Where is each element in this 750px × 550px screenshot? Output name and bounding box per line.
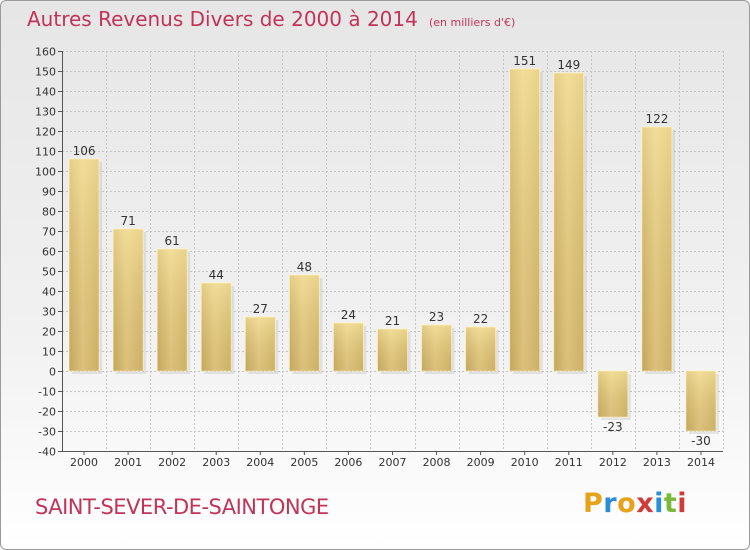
bar-shade — [465, 327, 496, 371]
y-tick-label: 100 — [35, 166, 56, 179]
y-tick-label: 20 — [42, 326, 56, 339]
x-tick-label: 2014 — [687, 456, 715, 469]
bar-shade — [157, 249, 188, 371]
y-tick-label: 90 — [42, 186, 56, 199]
y-tick-label: 10 — [42, 346, 56, 359]
y-tick-label: 140 — [35, 86, 56, 99]
y-tick-label: 130 — [35, 106, 56, 119]
y-tick-label: 30 — [42, 306, 56, 319]
commune-name: SAINT-SEVER-DE-SAINTONGE — [35, 495, 329, 519]
chart-title: Autres Revenus Divers de 2000 à 2014 (en… — [27, 7, 515, 31]
x-tick-label: 2012 — [599, 456, 627, 469]
logo-letter: i — [677, 488, 688, 519]
x-tick-label: 2011 — [555, 456, 583, 469]
x-tick-label: 2001 — [114, 456, 142, 469]
x-tick-label: 2008 — [423, 456, 451, 469]
x-tick-label: 2009 — [467, 456, 495, 469]
axes: -40 -30 -20 -10 0 10 20 30 40 50 60 70 80 90 100 110 120… — [35, 46, 723, 469]
data-label: 22 — [473, 312, 488, 326]
data-label: 61 — [165, 234, 180, 248]
y-tick-label: 0 — [49, 366, 56, 379]
data-label: 151 — [513, 54, 536, 68]
bars: 106 71 61 44 27 48 24 21 23 22 151 149 -23 122 -30 — [68, 54, 719, 448]
y-tick-label: 40 — [42, 286, 56, 299]
data-label: 21 — [385, 314, 400, 328]
chart-title-main: Autres Revenus Divers de 2000 à 2014 — [27, 7, 418, 31]
data-label: 23 — [429, 310, 444, 324]
proxiti-logo: Proxiti — [583, 488, 687, 519]
data-label: 27 — [253, 302, 268, 316]
bar-shade — [113, 229, 144, 371]
x-tick-label: 2010 — [511, 456, 539, 469]
data-label: 48 — [297, 260, 312, 274]
logo-letter: r — [603, 488, 618, 519]
y-tick-label: 70 — [42, 226, 56, 239]
bar-shade — [69, 159, 100, 371]
logo-letter: P — [583, 488, 604, 519]
data-label: 149 — [557, 58, 580, 72]
bar-shade — [245, 317, 276, 371]
data-label: -30 — [691, 434, 711, 448]
bar-shade — [641, 127, 672, 371]
y-tick-label: -30 — [38, 426, 56, 439]
y-tick-label: -10 — [38, 386, 56, 399]
x-tick-label: 2000 — [70, 456, 98, 469]
logo-letter: x — [636, 488, 655, 519]
y-tick-label: 120 — [35, 126, 56, 139]
y-tick-label: -40 — [38, 446, 56, 459]
bar-shade — [333, 323, 364, 371]
data-label: 122 — [645, 112, 668, 126]
x-tick-label: 2006 — [334, 456, 362, 469]
x-tick-label: 2002 — [158, 456, 186, 469]
logo-letter: o — [617, 488, 637, 519]
chart-title-unit: (en milliers d'€) — [428, 16, 516, 29]
bar-shade — [685, 371, 716, 431]
bar-shade — [201, 283, 232, 371]
data-label: -23 — [603, 420, 623, 434]
y-tick-label: 160 — [35, 46, 56, 59]
x-tick-label: 2013 — [643, 456, 671, 469]
logo-letter: t — [663, 488, 678, 519]
bar-shade — [553, 73, 584, 371]
x-tick-label: 2005 — [290, 456, 318, 469]
x-tick-label: 2007 — [379, 456, 407, 469]
bar-shade — [509, 69, 540, 371]
y-tick-label: 110 — [35, 146, 56, 159]
data-label: 24 — [341, 308, 356, 322]
y-tick-label: 60 — [42, 246, 56, 259]
data-label: 106 — [73, 144, 96, 158]
x-tick-label: 2003 — [202, 456, 230, 469]
bar-shade — [289, 275, 320, 371]
bar-shade — [377, 329, 408, 371]
logo-letter: i — [654, 488, 664, 519]
data-label: 44 — [209, 268, 224, 282]
x-tick-label: 2004 — [246, 456, 274, 469]
data-label: 71 — [120, 214, 135, 228]
y-tick-label: 50 — [42, 266, 56, 279]
bar-shade — [421, 325, 452, 371]
y-tick-label: 150 — [35, 66, 56, 79]
bar-shade — [597, 371, 628, 417]
y-tick-label: -20 — [38, 406, 56, 419]
y-tick-label: 80 — [42, 206, 56, 219]
